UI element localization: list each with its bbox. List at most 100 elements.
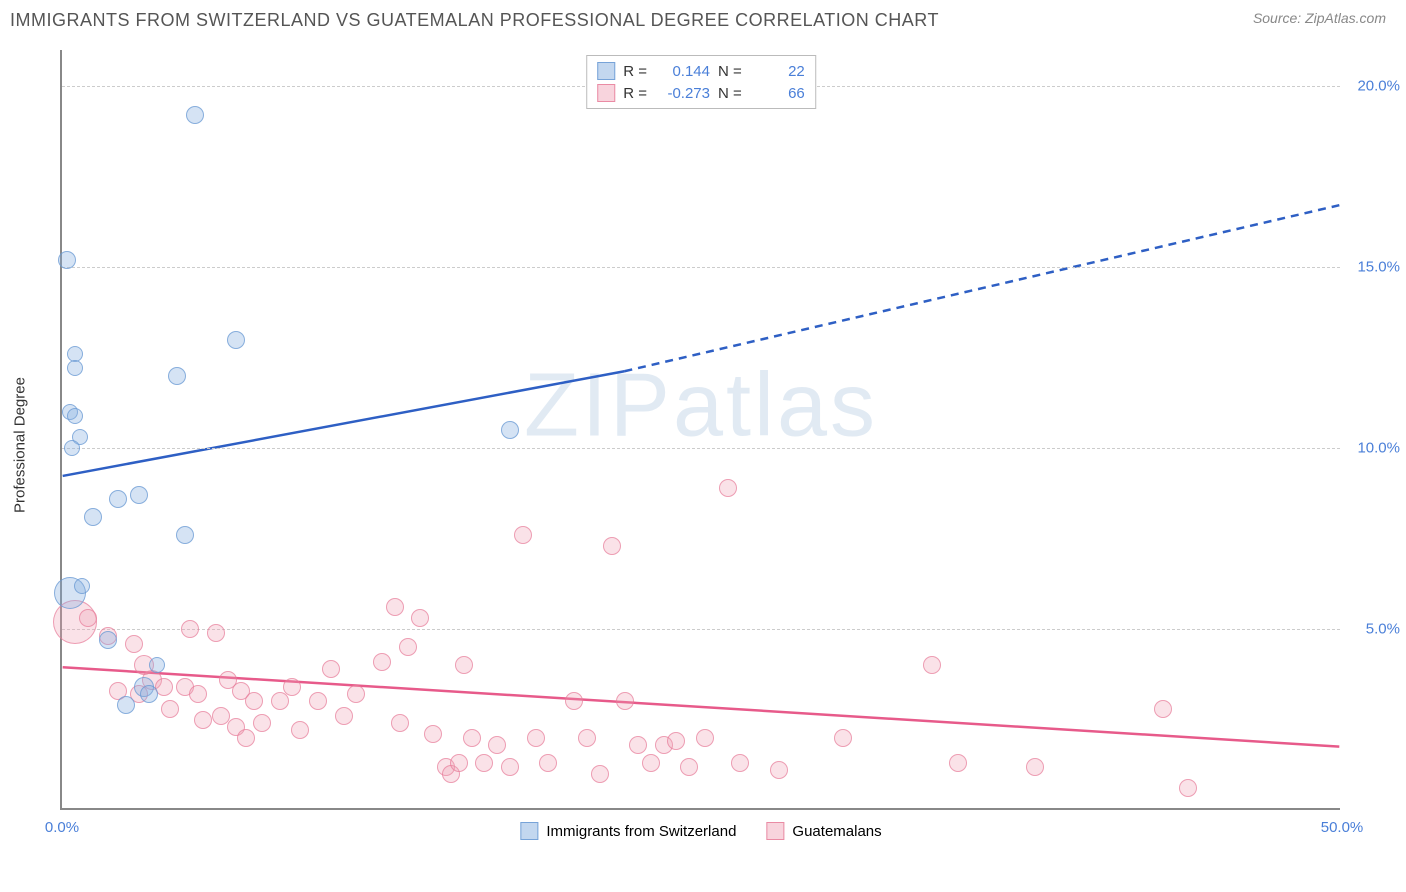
data-point-pink (603, 537, 621, 555)
data-point-pink (591, 765, 609, 783)
data-point-blue (501, 421, 519, 439)
data-point-blue (176, 526, 194, 544)
data-point-pink (539, 754, 557, 772)
data-point-pink (463, 729, 481, 747)
trend-line (63, 371, 625, 476)
n-label: N = (718, 63, 742, 80)
data-point-pink (347, 685, 365, 703)
legend-item-pink: Guatemalans (766, 822, 881, 840)
watermark-zip: ZIP (524, 356, 673, 456)
gridline (62, 448, 1340, 449)
data-point-pink (578, 729, 596, 747)
data-point-pink (629, 736, 647, 754)
data-point-blue (130, 486, 148, 504)
data-point-blue (99, 631, 117, 649)
blue-r-value: 0.144 (655, 63, 710, 80)
legend-item-blue: Immigrants from Switzerland (520, 822, 736, 840)
data-point-pink (391, 714, 409, 732)
y-axis-label: Professional Degree (12, 377, 29, 513)
blue-n-value: 22 (750, 63, 805, 80)
data-point-pink (189, 685, 207, 703)
data-point-pink (514, 526, 532, 544)
pink-r-value: -0.273 (655, 85, 710, 102)
swatch-pink-icon (597, 84, 615, 102)
data-point-blue (109, 490, 127, 508)
data-point-blue (84, 508, 102, 526)
chart-title: IMMIGRANTS FROM SWITZERLAND VS GUATEMALA… (10, 10, 939, 31)
pink-n-value: 66 (750, 85, 805, 102)
legend-label-pink: Guatemalans (792, 823, 881, 840)
data-point-pink (834, 729, 852, 747)
data-point-blue (140, 685, 158, 703)
data-point-pink (770, 761, 788, 779)
chart-source: Source: ZipAtlas.com (1253, 10, 1386, 26)
data-point-pink (207, 624, 225, 642)
data-point-pink (335, 707, 353, 725)
data-point-blue (117, 696, 135, 714)
data-point-blue (67, 360, 83, 376)
data-point-blue (58, 251, 76, 269)
data-point-pink (424, 725, 442, 743)
data-point-pink (1026, 758, 1044, 776)
swatch-pink-icon (766, 822, 784, 840)
legend-row-pink: R = -0.273 N = 66 (597, 82, 805, 104)
y-tick-label: 15.0% (1357, 259, 1400, 276)
data-point-pink (386, 598, 404, 616)
data-point-pink (79, 609, 97, 627)
legend-label-blue: Immigrants from Switzerland (546, 823, 736, 840)
data-point-pink (125, 635, 143, 653)
data-point-pink (237, 729, 255, 747)
data-point-pink (731, 754, 749, 772)
data-point-pink (283, 678, 301, 696)
watermark: ZIPatlas (524, 355, 878, 458)
swatch-blue-icon (597, 62, 615, 80)
data-point-blue (67, 408, 83, 424)
x-tick-label: 0.0% (45, 819, 79, 836)
chart-header: IMMIGRANTS FROM SWITZERLAND VS GUATEMALA… (0, 0, 1406, 31)
data-point-pink (373, 653, 391, 671)
data-point-pink (680, 758, 698, 776)
chart-container: Professional Degree ZIPatlas R = 0.144 N… (50, 50, 1360, 840)
gridline (62, 267, 1340, 268)
correlation-legend: R = 0.144 N = 22 R = -0.273 N = 66 (586, 55, 816, 109)
data-point-blue (227, 331, 245, 349)
data-point-pink (245, 692, 263, 710)
y-tick-label: 5.0% (1366, 621, 1400, 638)
n-label: N = (718, 85, 742, 102)
r-label: R = (623, 63, 647, 80)
data-point-pink (616, 692, 634, 710)
x-tick-label: 50.0% (1321, 819, 1364, 836)
data-point-pink (155, 678, 173, 696)
data-point-pink (949, 754, 967, 772)
data-point-pink (411, 609, 429, 627)
legend-row-blue: R = 0.144 N = 22 (597, 60, 805, 82)
data-point-blue (168, 367, 186, 385)
data-point-pink (291, 721, 309, 739)
data-point-blue (186, 106, 204, 124)
data-point-pink (194, 711, 212, 729)
data-point-pink (450, 754, 468, 772)
data-point-pink (667, 732, 685, 750)
data-point-pink (642, 754, 660, 772)
watermark-atlas: atlas (673, 356, 878, 456)
data-point-pink (399, 638, 417, 656)
gridline (62, 629, 1340, 630)
r-label: R = (623, 85, 647, 102)
data-point-blue (64, 440, 80, 456)
data-point-pink (719, 479, 737, 497)
plot-area: ZIPatlas R = 0.144 N = 22 R = -0.273 N =… (60, 50, 1340, 810)
swatch-blue-icon (520, 822, 538, 840)
data-point-pink (696, 729, 714, 747)
data-point-pink (565, 692, 583, 710)
trend-line (624, 205, 1339, 371)
data-point-pink (527, 729, 545, 747)
data-point-pink (271, 692, 289, 710)
data-point-pink (322, 660, 340, 678)
data-point-pink (253, 714, 271, 732)
y-tick-label: 10.0% (1357, 440, 1400, 457)
data-point-pink (455, 656, 473, 674)
data-point-pink (309, 692, 327, 710)
data-point-blue (74, 578, 90, 594)
data-point-pink (923, 656, 941, 674)
data-point-pink (488, 736, 506, 754)
